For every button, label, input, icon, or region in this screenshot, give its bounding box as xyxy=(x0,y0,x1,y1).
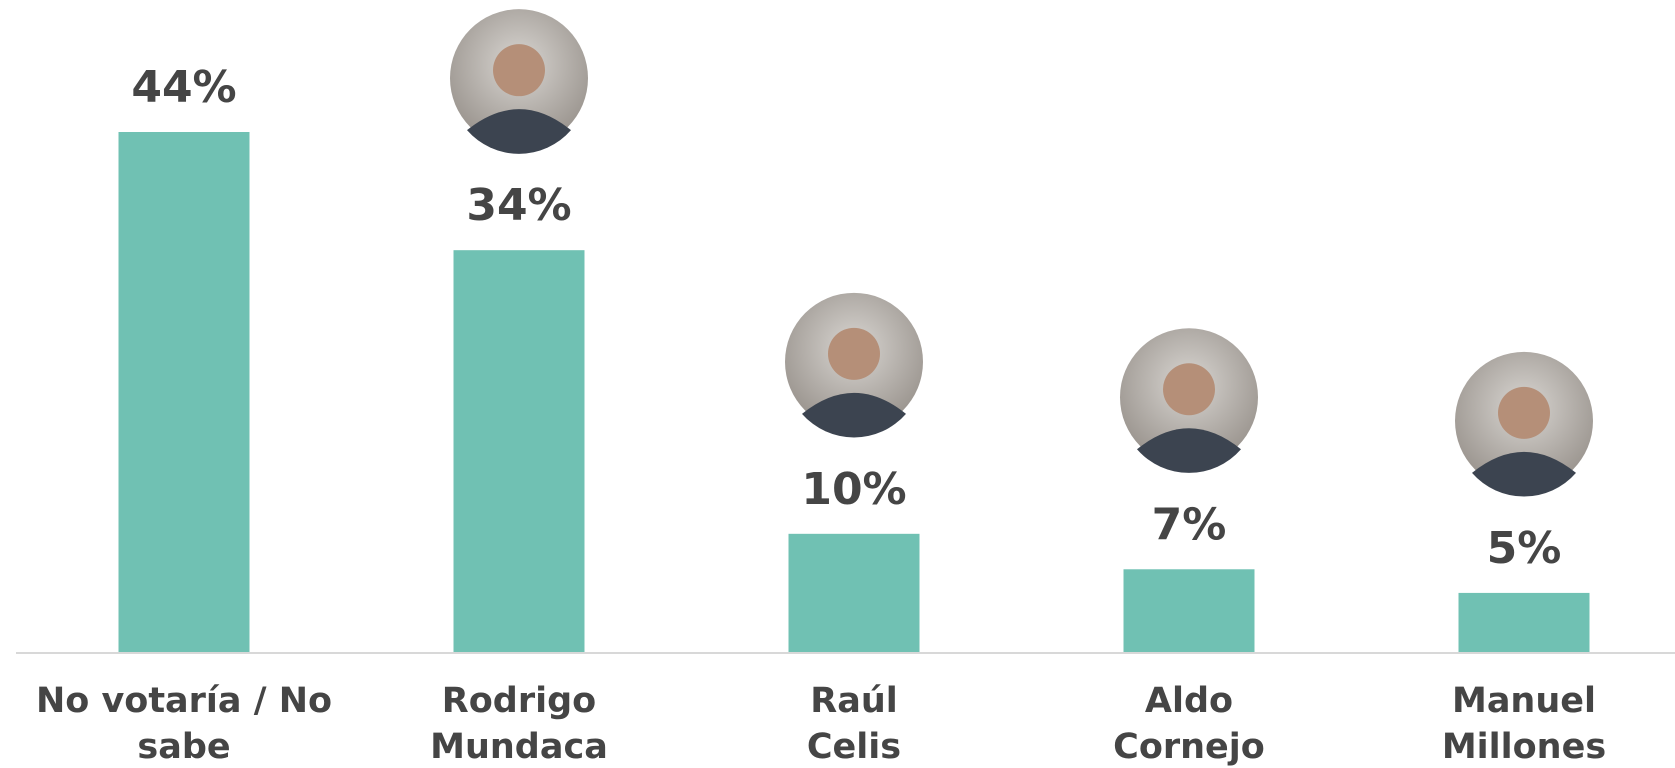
portrait-body xyxy=(1472,451,1576,497)
x-tick-label: No votaría / No xyxy=(36,681,332,721)
bar xyxy=(788,533,920,652)
bar xyxy=(453,250,585,652)
bar xyxy=(118,132,250,652)
value-label: 44% xyxy=(131,62,236,113)
portrait-head xyxy=(1163,363,1215,416)
portrait-body xyxy=(467,109,571,154)
x-tick-label: sabe xyxy=(137,727,230,767)
value-label: 5% xyxy=(1487,523,1562,574)
portrait-head xyxy=(1498,386,1550,439)
x-tick-label: Celis xyxy=(807,727,901,767)
value-label: 10% xyxy=(801,464,906,515)
x-tick-label: Millones xyxy=(1442,727,1606,767)
portrait-body xyxy=(802,392,906,438)
portrait-head xyxy=(493,44,545,97)
value-label: 7% xyxy=(1152,499,1227,550)
portrait-head xyxy=(828,327,880,380)
portrait-body xyxy=(1137,428,1241,473)
bar xyxy=(1123,569,1255,652)
bar xyxy=(1458,592,1590,652)
x-tick-label: Cornejo xyxy=(1113,727,1265,767)
x-tick-label: Rodrigo xyxy=(442,681,596,721)
x-tick-label: Mundaca xyxy=(430,727,608,767)
x-tick-label: Raúl xyxy=(810,681,897,721)
x-tick-label: Aldo xyxy=(1145,681,1233,721)
value-label: 34% xyxy=(466,180,571,231)
x-tick-label: Manuel xyxy=(1452,681,1596,721)
